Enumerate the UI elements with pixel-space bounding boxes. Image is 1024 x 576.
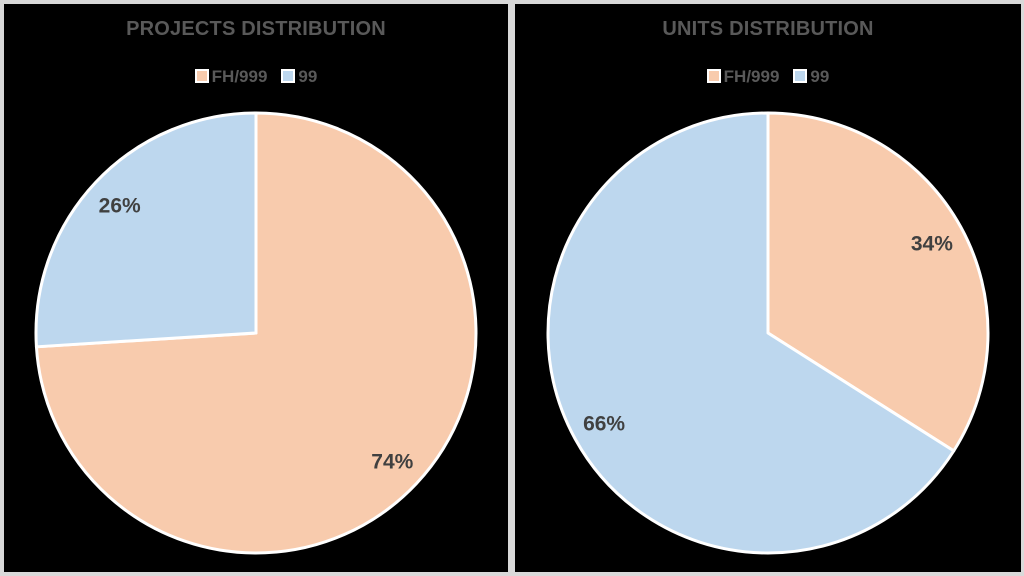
units-distribution-panel: UNITS DISTRIBUTION FH/999 99 34% 66%: [515, 4, 1021, 572]
legend-label-fh999: FH/999: [723, 66, 780, 86]
legend-label-fh999: FH/999: [211, 66, 268, 86]
projects-distribution-panel: PROJECTS DISTRIBUTION FH/999 99 74% 26%: [4, 4, 508, 572]
legend-label-99: 99: [810, 66, 830, 86]
legend-item-99: 99: [281, 68, 317, 85]
pie-label-99: 26%: [99, 194, 141, 217]
legend-marker-fh999-icon: [706, 69, 721, 83]
legend-label-99: 99: [298, 66, 318, 86]
legend-item-99: 99: [793, 68, 829, 85]
legend-marker-99-icon: [281, 69, 296, 83]
legend-item-fh999: FH/999: [194, 66, 268, 86]
chart-legend: FH/999 99: [515, 67, 1021, 85]
pie-label-fh-999: 74%: [371, 450, 413, 473]
chart-title: UNITS DISTRIBUTION: [662, 18, 874, 40]
pie-slice-99: [34, 111, 258, 349]
chart-title: PROJECTS DISTRIBUTION: [126, 18, 386, 40]
legend-item-fh999: FH/999: [706, 66, 780, 86]
pie-label-99: 66%: [583, 412, 625, 435]
pie-label-fh-999: 34%: [911, 232, 953, 255]
units-pie-chart: 34% 66%: [546, 111, 990, 555]
pie-slice-99: [546, 111, 956, 555]
legend-marker-99-icon: [793, 69, 808, 83]
panel-divider: [508, 4, 515, 572]
projects-pie-chart: 74% 26%: [34, 111, 478, 555]
chart-legend: FH/999 99: [4, 67, 508, 85]
legend-marker-fh999-icon: [194, 69, 209, 83]
